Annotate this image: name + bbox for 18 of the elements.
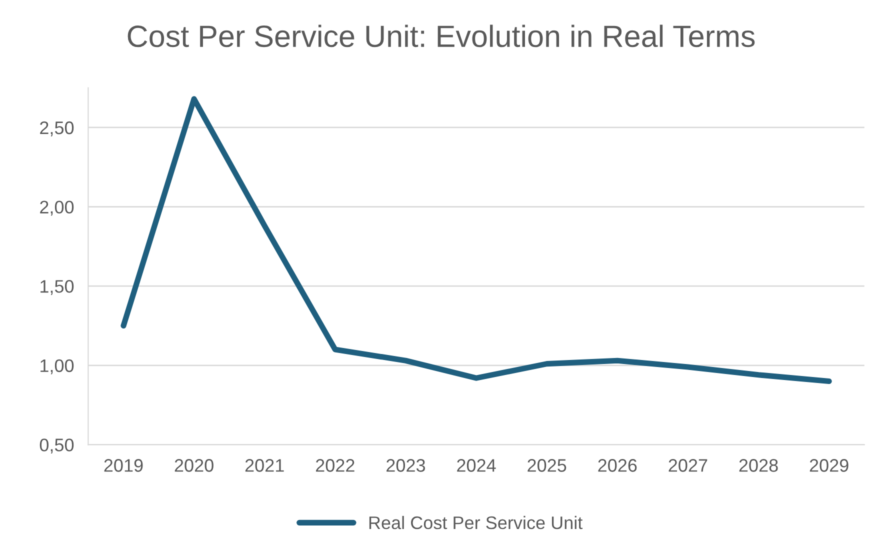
- x-tick-label: 2019: [104, 459, 143, 472]
- y-tick-label: 2,50: [40, 121, 74, 136]
- x-tick-label: 2026: [598, 459, 637, 472]
- chart-title: Cost Per Service Unit: Evolution in Real Terms: [128, 24, 755, 48]
- legend-label: Real Cost Per Service Unit: [369, 516, 583, 530]
- x-tick-label: 2023: [386, 459, 426, 472]
- y-tick-label: 1,00: [40, 359, 74, 374]
- x-tick-label: 2025: [528, 459, 566, 472]
- x-tick-label: 2024: [457, 459, 496, 472]
- y-tick-label: 1,50: [40, 280, 74, 295]
- x-tick-label: 2022: [316, 459, 354, 472]
- x-tick-label: 2027: [668, 459, 708, 472]
- y-tick-label: 0,50: [40, 438, 74, 454]
- x-tick-label: 2020: [174, 459, 214, 472]
- x-tick-label: 2021: [245, 459, 284, 472]
- x-tick-label: 2028: [739, 459, 778, 472]
- x-tick-label: 2029: [810, 459, 848, 472]
- y-tick-label: 2,00: [40, 200, 74, 216]
